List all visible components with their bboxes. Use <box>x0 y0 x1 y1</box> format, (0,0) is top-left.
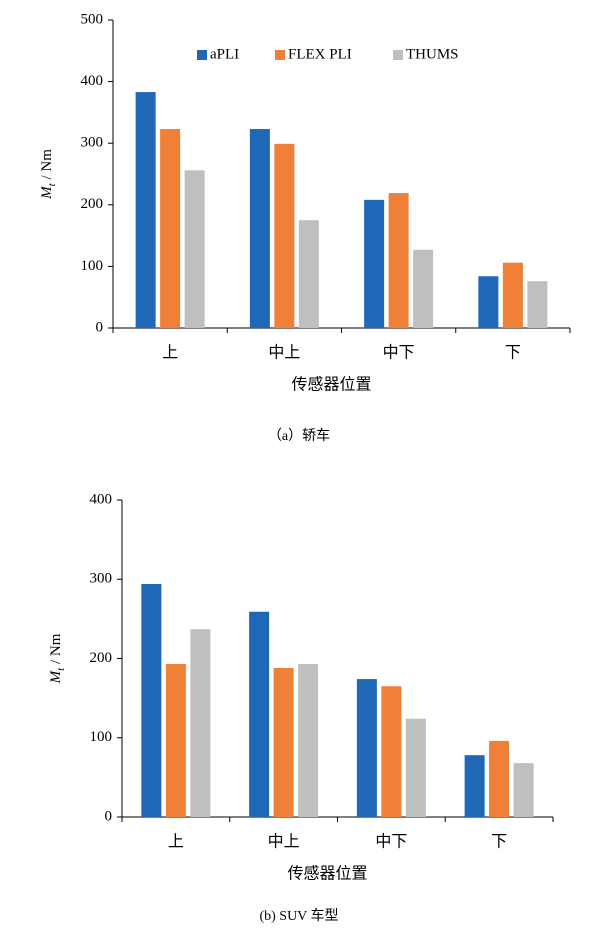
bar <box>184 170 205 328</box>
bar <box>249 611 270 817</box>
legend-label: FLEX PLI <box>288 46 352 62</box>
y-tick-label: 400 <box>90 491 113 507</box>
x-axis-title: 传感器位置 <box>287 864 367 883</box>
caption: (b) SUV 车型 <box>259 907 338 924</box>
y-tick-label: 0 <box>96 319 104 335</box>
y-axis-title-part: / Nm <box>48 633 64 668</box>
bar <box>298 664 319 817</box>
legend-swatch <box>393 50 403 60</box>
y-axis-title-part: M <box>48 669 64 684</box>
y-axis-title: Mt / Nm <box>39 149 57 200</box>
bar <box>274 143 295 328</box>
legend-swatch <box>197 50 207 60</box>
bar <box>513 763 534 817</box>
y-tick-label: 200 <box>81 196 104 212</box>
x-tick-label: 上 <box>168 832 184 851</box>
y-tick-label: 100 <box>90 729 113 745</box>
caption: （a）轿车 <box>268 427 330 444</box>
bar <box>135 92 156 329</box>
y-axis-title: Mt / Nm <box>48 633 66 684</box>
legend-swatch <box>275 50 285 60</box>
chart: 0 100 200 300 400 上 中上 中下 下 Mt / Nm 传感器位置 (b) SUV 车… <box>48 491 554 924</box>
bar <box>160 129 181 328</box>
bar <box>141 584 162 817</box>
bar <box>478 276 499 328</box>
bar <box>388 193 409 328</box>
y-tick-label: 400 <box>81 73 104 89</box>
x-axis-title: 传感器位置 <box>291 375 371 394</box>
x-tick-label: 下 <box>505 343 521 362</box>
chart: 0 100 200 300 400 500 上 中上 中下 下 Mt / Nm 传感器位置 （a）轿车 a… <box>39 11 571 444</box>
x-tick-label: 中下 <box>375 832 407 851</box>
x-tick-label: 中下 <box>383 343 415 362</box>
y-tick-label: 300 <box>90 571 113 587</box>
x-tick-label: 下 <box>491 832 507 851</box>
bar <box>405 718 426 817</box>
bar <box>527 281 548 328</box>
y-tick-label: 300 <box>81 135 104 151</box>
x-tick-label: 中上 <box>268 343 300 362</box>
legend-label: aPLI <box>210 46 239 62</box>
bar <box>464 755 485 817</box>
y-axis-title-part: t <box>46 182 58 186</box>
bar <box>502 262 523 328</box>
x-tick-label: 上 <box>162 343 178 362</box>
bar <box>489 740 510 817</box>
y-tick-label: 100 <box>81 258 104 274</box>
x-tick-label: 中上 <box>268 832 300 851</box>
y-tick-label: 500 <box>81 11 104 27</box>
bar <box>249 129 270 328</box>
bar <box>413 249 434 328</box>
y-tick-label: 200 <box>90 650 113 666</box>
bar <box>364 199 385 328</box>
bar <box>298 220 319 328</box>
bar <box>273 668 294 817</box>
bar <box>190 629 211 817</box>
y-axis-title-part: M <box>39 185 55 200</box>
bar <box>356 679 377 817</box>
bar <box>165 664 186 817</box>
y-axis-title-part: / Nm <box>39 149 55 184</box>
y-tick-label: 0 <box>105 808 113 824</box>
legend-label: THUMS <box>406 46 459 62</box>
y-axis-title-part: t <box>55 667 67 671</box>
bar <box>381 686 402 817</box>
